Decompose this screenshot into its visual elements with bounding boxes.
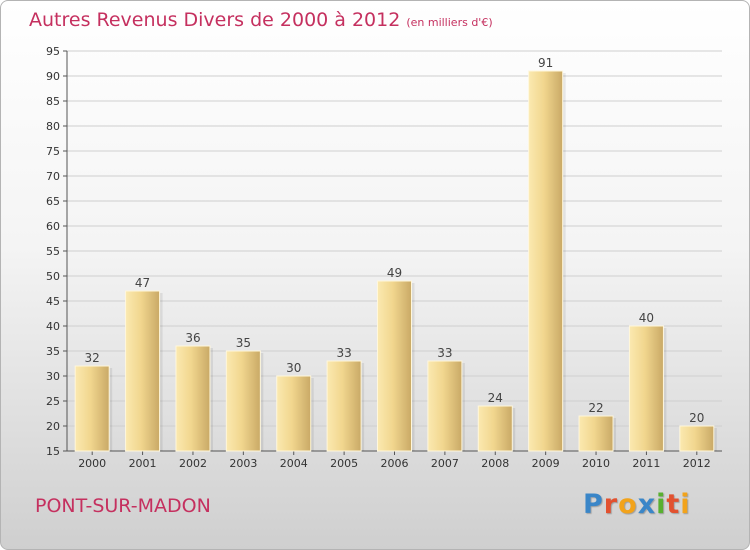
bar-2008 — [477, 405, 513, 452]
y-tick-label: 90 — [46, 70, 60, 83]
logo-letter: i — [656, 489, 667, 520]
data-label: 33 — [336, 346, 351, 360]
data-label: 33 — [437, 346, 452, 360]
x-tick-label: 2002 — [179, 457, 207, 470]
y-tick-label: 50 — [46, 270, 60, 283]
x-tick-label: 2001 — [129, 457, 157, 470]
data-label: 30 — [286, 361, 301, 375]
data-label: 24 — [488, 391, 503, 405]
bar-2003 — [225, 350, 261, 452]
x-tick-label: 2011 — [632, 457, 660, 470]
data-label: 22 — [588, 401, 603, 415]
y-tick-label: 55 — [46, 245, 60, 258]
data-label: 47 — [135, 276, 150, 290]
data-label: 36 — [185, 331, 200, 345]
y-tick-label: 60 — [46, 220, 60, 233]
x-tick-label: 2008 — [481, 457, 509, 470]
chart-title-text: Autres Revenus Divers de 2000 à 2012 — [29, 9, 401, 31]
labels: 15 20 25 30 35 40 45 50 55 60 65 70 75 80 85 90 95 2000 32… — [46, 45, 711, 470]
y-tick-label: 20 — [46, 420, 60, 433]
x-tick-label: 2010 — [582, 457, 610, 470]
bar-2005 — [326, 360, 362, 452]
bar-2000 — [74, 365, 110, 452]
x-tick-label: 2004 — [280, 457, 308, 470]
y-tick-label: 70 — [46, 170, 60, 183]
data-label: 32 — [85, 351, 100, 365]
logo-letter: r — [603, 489, 619, 520]
x-tick-label: 2009 — [532, 457, 560, 470]
y-tick-label: 35 — [46, 345, 60, 358]
bars — [74, 70, 717, 452]
y-tick-label: 45 — [46, 295, 60, 308]
y-tick-label: 80 — [46, 120, 60, 133]
data-label: 20 — [689, 411, 704, 425]
logo-letter: t — [666, 489, 681, 520]
logo-letter: x — [637, 489, 657, 520]
y-tick-label: 95 — [46, 45, 60, 58]
bar-2007 — [427, 360, 463, 452]
bar-2006 — [377, 280, 412, 452]
y-tick-label: 25 — [46, 395, 60, 408]
data-label: 49 — [387, 266, 402, 280]
unit-note: (en milliers d'€) — [406, 16, 493, 29]
y-tick-label: 65 — [46, 195, 60, 208]
y-tick-label: 15 — [46, 445, 60, 458]
logo-letter: o — [618, 489, 638, 520]
bar-2002 — [175, 345, 211, 452]
proxiti-logo: Proxiti — [583, 489, 691, 520]
bar-2012 — [679, 425, 715, 452]
x-tick-label: 2012 — [683, 457, 711, 470]
chart-title: Autres Revenus Divers de 2000 à 2012 (en … — [29, 9, 493, 31]
x-tick-label: 2005 — [330, 457, 358, 470]
y-tick-label: 85 — [46, 95, 60, 108]
y-tick-label: 75 — [46, 145, 60, 158]
bar-2010 — [578, 415, 614, 452]
data-label: 91 — [538, 56, 553, 70]
data-label: 40 — [639, 311, 654, 325]
bar-2011 — [628, 325, 664, 452]
bar-2001 — [125, 290, 161, 452]
data-label: 35 — [236, 336, 251, 350]
bar-2009 — [528, 70, 564, 452]
logo-letter: P — [583, 489, 604, 520]
logo-letter: i — [680, 489, 691, 520]
commune-name: PONT-SUR-MADON — [35, 495, 211, 517]
x-tick-label: 2003 — [229, 457, 257, 470]
y-tick-label: 40 — [46, 320, 60, 333]
bar-2004 — [276, 375, 312, 452]
x-tick-label: 2007 — [431, 457, 459, 470]
x-tick-label: 2000 — [78, 457, 106, 470]
x-tick-label: 2006 — [381, 457, 409, 470]
y-tick-label: 30 — [46, 370, 60, 383]
grid-lines — [67, 50, 722, 427]
